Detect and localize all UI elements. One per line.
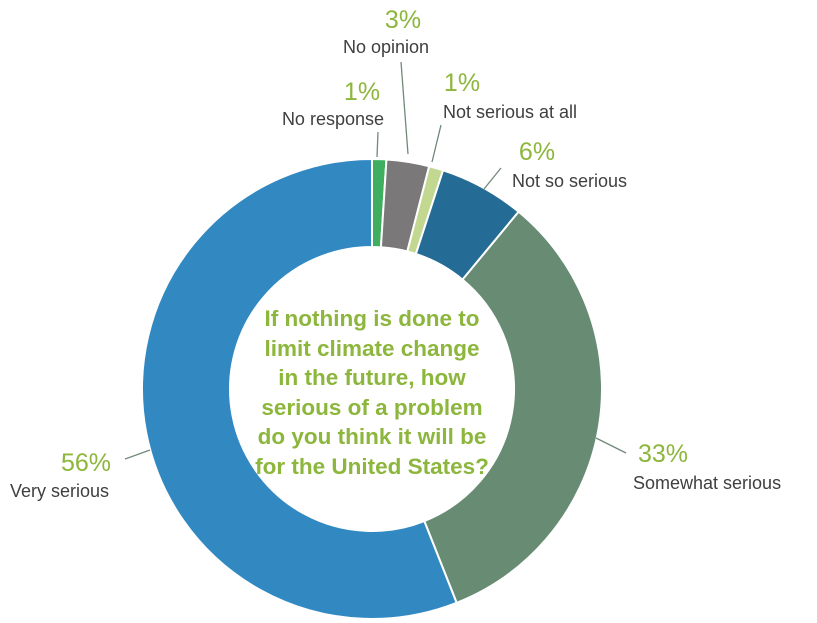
category-label-no-opinion: No opinion <box>343 37 429 57</box>
slice-very-serious <box>141 157 458 620</box>
category-label-not-so-serious: Not so serious <box>512 171 627 191</box>
leader-line-no-response <box>376 131 379 158</box>
leader-line-not-so-serious <box>483 167 502 190</box>
category-label-no-response: No response <box>282 109 384 129</box>
leader-line-no-opinion <box>400 61 409 155</box>
leader-line-not-serious-at-all <box>431 124 442 163</box>
category-label-not-serious-at-all: Not serious at all <box>443 102 577 122</box>
leader-line-somewhat-serious <box>595 437 627 454</box>
value-label-not-serious-at-all: 1% <box>444 69 480 97</box>
value-label-not-so-serious: 6% <box>519 138 555 166</box>
value-label-somewhat-serious: 33% <box>638 440 688 468</box>
value-label-no-opinion: 3% <box>385 6 421 34</box>
category-label-somewhat-serious: Somewhat serious <box>633 473 781 493</box>
leader-line-very-serious <box>124 449 151 460</box>
slice-somewhat-serious <box>422 210 603 605</box>
value-label-very-serious: 56% <box>61 449 111 477</box>
value-label-no-response: 1% <box>344 78 380 106</box>
category-label-very-serious: Very serious <box>10 481 109 501</box>
chart-title: If nothing is done to limit climate chan… <box>255 306 489 479</box>
